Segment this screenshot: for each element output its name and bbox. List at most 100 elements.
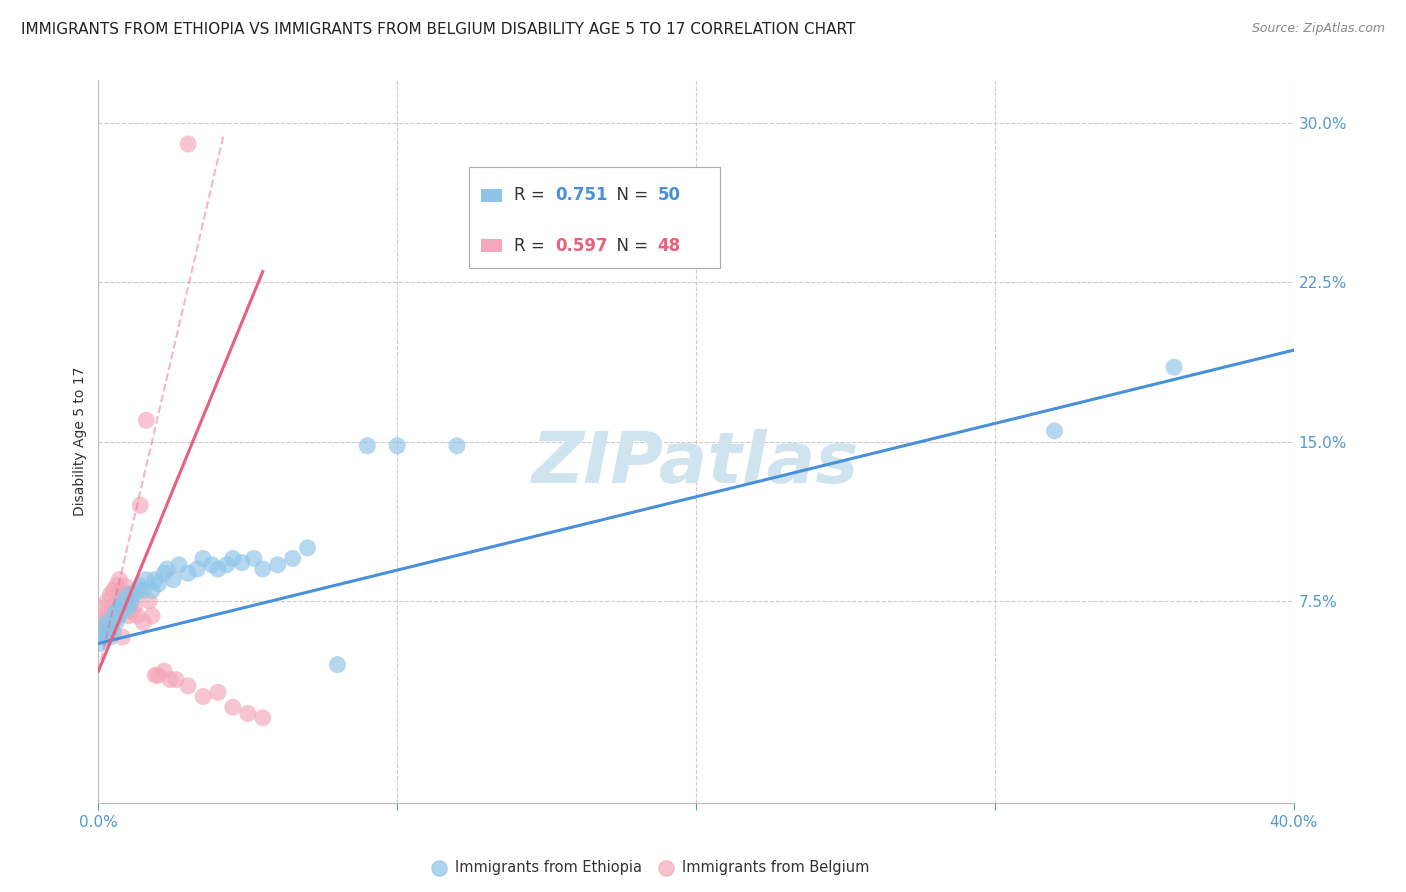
Text: ZIPatlas: ZIPatlas: [533, 429, 859, 498]
Point: [191, 551, 214, 566]
Point: [98, 605, 122, 619]
Point: [98, 630, 122, 644]
Point: [222, 551, 245, 566]
Point: [252, 562, 274, 576]
Point: [96, 594, 118, 608]
Text: IMMIGRANTS FROM ETHIOPIA VS IMMIGRANTS FROM BELGIUM DISABILITY AGE 5 TO 17 CORRE: IMMIGRANTS FROM ETHIOPIA VS IMMIGRANTS F…: [21, 22, 855, 37]
Point: [96, 608, 118, 623]
Point: [156, 562, 179, 576]
Point: [356, 439, 378, 453]
Point: [98, 588, 122, 602]
Point: [96, 625, 118, 640]
Point: [153, 664, 176, 678]
Point: [281, 551, 304, 566]
Point: [143, 668, 166, 682]
Point: [153, 566, 176, 581]
Text: Source: ZipAtlas.com: Source: ZipAtlas.com: [1251, 22, 1385, 36]
Point: [148, 668, 170, 682]
Point: [207, 685, 229, 699]
Point: [98, 619, 122, 633]
Text: N =: N =: [606, 237, 654, 255]
Point: [111, 598, 134, 612]
Point: [148, 577, 170, 591]
Point: [111, 630, 134, 644]
Point: [1163, 360, 1185, 375]
Point: [135, 573, 157, 587]
Text: R =: R =: [515, 186, 550, 204]
Point: [177, 566, 200, 581]
Point: [231, 556, 253, 570]
Point: [252, 711, 274, 725]
Point: [105, 579, 128, 593]
Point: [114, 579, 136, 593]
Point: [177, 136, 200, 151]
Point: [186, 562, 208, 576]
Point: [243, 551, 266, 566]
Point: [207, 562, 229, 576]
Point: [108, 573, 131, 587]
Point: [236, 706, 259, 721]
Point: [201, 558, 224, 572]
FancyBboxPatch shape: [470, 167, 720, 268]
Point: [108, 588, 131, 602]
Point: [120, 605, 142, 619]
Point: [114, 594, 136, 608]
Point: [93, 600, 115, 615]
Point: [326, 657, 349, 672]
Point: [135, 413, 157, 427]
Point: [385, 439, 409, 453]
Point: [117, 608, 139, 623]
Point: [120, 594, 142, 608]
Point: [103, 583, 125, 598]
Point: [93, 630, 115, 644]
Point: [191, 690, 214, 704]
Point: [108, 600, 131, 615]
Text: 50: 50: [658, 186, 681, 204]
Point: [108, 605, 131, 619]
Point: [105, 605, 128, 619]
Point: [105, 594, 128, 608]
Point: [159, 673, 181, 687]
FancyBboxPatch shape: [481, 189, 502, 202]
Point: [124, 600, 146, 615]
Text: 0.751: 0.751: [555, 186, 607, 204]
Point: [103, 608, 125, 623]
Text: 48: 48: [658, 237, 681, 255]
Point: [103, 600, 125, 615]
Text: R =: R =: [515, 237, 550, 255]
Point: [114, 598, 136, 612]
Point: [215, 558, 238, 572]
Point: [127, 608, 149, 623]
Point: [98, 619, 122, 633]
Point: [105, 608, 128, 623]
Point: [96, 615, 118, 630]
Point: [167, 558, 190, 572]
Point: [129, 498, 152, 512]
Point: [103, 615, 125, 630]
Point: [165, 673, 187, 687]
Point: [93, 615, 115, 630]
Text: 0.597: 0.597: [555, 237, 607, 255]
FancyBboxPatch shape: [481, 239, 502, 252]
Point: [108, 608, 131, 623]
Point: [143, 573, 166, 587]
Point: [127, 583, 149, 598]
Point: [132, 583, 155, 598]
Point: [267, 558, 290, 572]
Point: [446, 439, 468, 453]
Point: [129, 579, 152, 593]
Point: [117, 600, 139, 615]
Point: [124, 588, 146, 602]
Point: [105, 615, 128, 630]
Text: Immigrants from Belgium: Immigrants from Belgium: [682, 860, 869, 875]
Text: N =: N =: [606, 186, 654, 204]
Point: [141, 608, 163, 623]
Point: [117, 594, 139, 608]
Point: [90, 636, 112, 650]
Point: [297, 541, 319, 555]
Text: Immigrants from Ethiopia: Immigrants from Ethiopia: [454, 860, 641, 875]
Point: [103, 625, 125, 640]
Point: [93, 622, 115, 636]
Point: [177, 679, 200, 693]
Point: [111, 583, 134, 598]
